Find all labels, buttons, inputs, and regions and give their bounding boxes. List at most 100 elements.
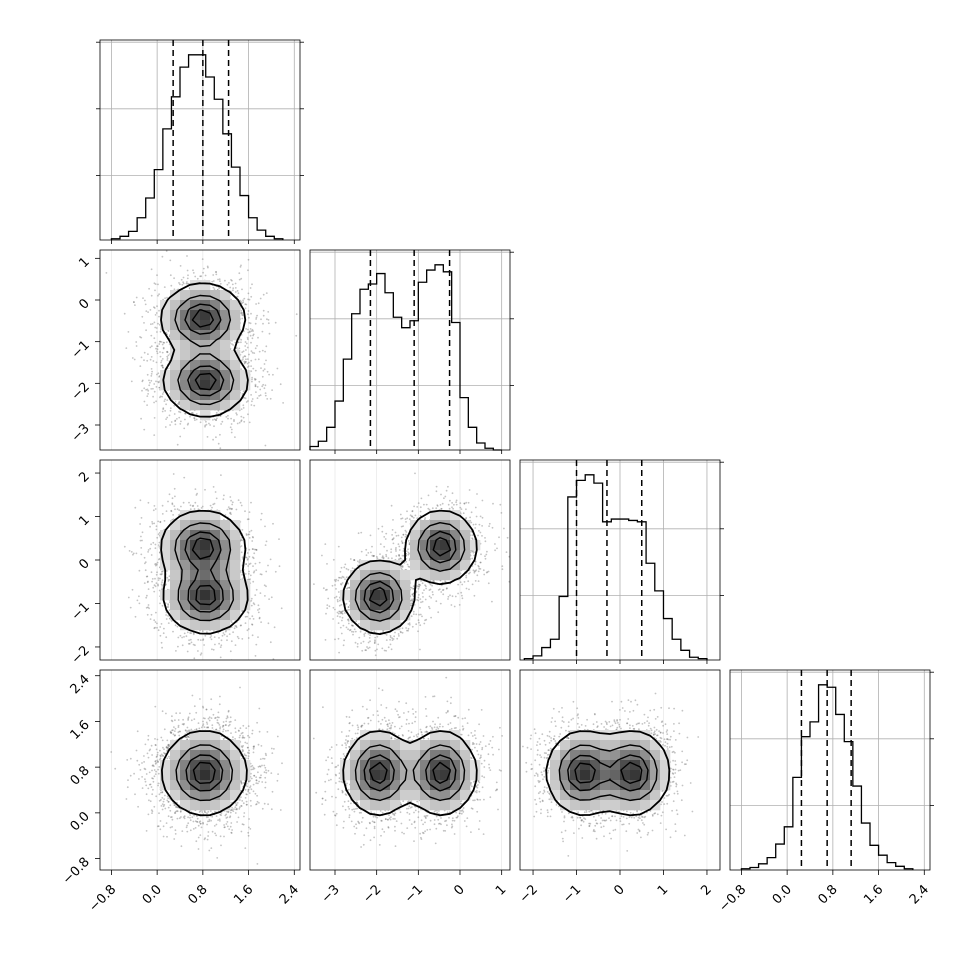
sample-point xyxy=(251,556,254,559)
sample-point xyxy=(181,636,183,639)
sample-point xyxy=(184,412,187,415)
sample-point xyxy=(269,641,272,644)
sample-point xyxy=(254,594,257,596)
sample-point xyxy=(199,421,202,424)
density-cell xyxy=(190,330,201,341)
density-cell xyxy=(180,330,191,341)
sample-point xyxy=(147,606,149,609)
sample-point xyxy=(245,349,247,351)
sample-point xyxy=(236,290,239,292)
sample-point xyxy=(193,508,196,510)
sample-point xyxy=(254,383,257,386)
sample-point xyxy=(155,582,158,584)
sample-point xyxy=(265,292,268,294)
sample-point xyxy=(245,358,247,361)
sample-point xyxy=(143,400,146,403)
sample-point xyxy=(183,636,185,638)
density-cell xyxy=(220,340,231,351)
sample-point xyxy=(254,385,257,388)
sample-point xyxy=(246,336,249,339)
sample-point xyxy=(258,616,261,619)
sample-point xyxy=(125,347,128,349)
sample-point xyxy=(245,563,248,566)
sample-point xyxy=(148,287,150,290)
sample-point xyxy=(162,346,165,349)
hist-panel-3 xyxy=(729,669,934,871)
sample-point xyxy=(196,277,199,280)
sample-point xyxy=(246,328,249,331)
sample-point xyxy=(242,299,245,302)
sample-point xyxy=(240,368,243,370)
sample-point xyxy=(123,545,126,548)
sample-point xyxy=(251,380,253,383)
sample-point xyxy=(179,411,182,414)
sample-point xyxy=(177,401,180,404)
sample-point xyxy=(141,539,143,542)
sample-point xyxy=(235,412,238,414)
sample-point xyxy=(159,577,161,580)
sample-point xyxy=(242,416,245,419)
sample-point xyxy=(204,424,207,427)
density-cell xyxy=(210,340,221,351)
sample-point xyxy=(179,283,181,286)
sample-point xyxy=(267,622,270,625)
sample-point xyxy=(149,358,152,361)
sample-point xyxy=(259,573,262,575)
sample-point xyxy=(140,417,142,420)
sample-point xyxy=(148,384,151,387)
density-cell xyxy=(200,340,211,351)
sample-point xyxy=(201,505,204,508)
sample-point xyxy=(241,288,243,291)
sample-point xyxy=(245,401,248,403)
sample-point xyxy=(260,367,262,369)
sample-point xyxy=(180,505,182,508)
sample-point xyxy=(247,258,250,261)
sample-point xyxy=(246,362,249,365)
sample-point xyxy=(258,561,261,564)
sample-point xyxy=(249,574,252,577)
sample-point xyxy=(153,401,155,404)
sample-point xyxy=(150,379,153,382)
sample-point xyxy=(265,345,268,348)
sample-point xyxy=(261,349,264,352)
sample-point xyxy=(153,627,156,630)
sample-point xyxy=(195,418,198,421)
sample-point xyxy=(226,635,228,638)
sample-point xyxy=(264,350,266,353)
sample-point xyxy=(249,562,252,565)
density-cell xyxy=(210,300,221,311)
density-cell xyxy=(230,370,241,381)
sample-point xyxy=(280,607,283,610)
density-cell xyxy=(180,360,191,371)
sample-point xyxy=(278,538,280,540)
sample-point xyxy=(244,361,246,364)
density-cell xyxy=(170,330,181,341)
sample-point xyxy=(158,309,160,312)
sample-point xyxy=(234,436,236,438)
sample-point xyxy=(244,622,247,624)
sample-point xyxy=(192,504,195,507)
sample-point xyxy=(241,317,244,320)
sample-point xyxy=(166,296,168,299)
density-cell xyxy=(210,350,221,361)
sample-point xyxy=(153,337,156,340)
sample-point xyxy=(217,278,219,281)
panel-frame xyxy=(99,249,301,451)
sample-point xyxy=(227,417,229,420)
sample-point xyxy=(139,499,142,502)
sample-point xyxy=(243,420,246,423)
sample-point xyxy=(241,351,244,354)
sample-point xyxy=(151,578,154,580)
sample-point xyxy=(230,513,232,515)
sample-point xyxy=(145,606,148,609)
sample-point xyxy=(174,508,176,511)
sample-point xyxy=(257,358,260,361)
sample-point xyxy=(167,622,170,624)
sample-point xyxy=(222,498,225,501)
sample-point xyxy=(163,286,166,288)
histogram-step xyxy=(740,684,914,870)
sample-point xyxy=(257,302,260,305)
sample-point xyxy=(156,345,158,347)
sample-point xyxy=(254,369,257,372)
sample-point xyxy=(229,496,232,498)
